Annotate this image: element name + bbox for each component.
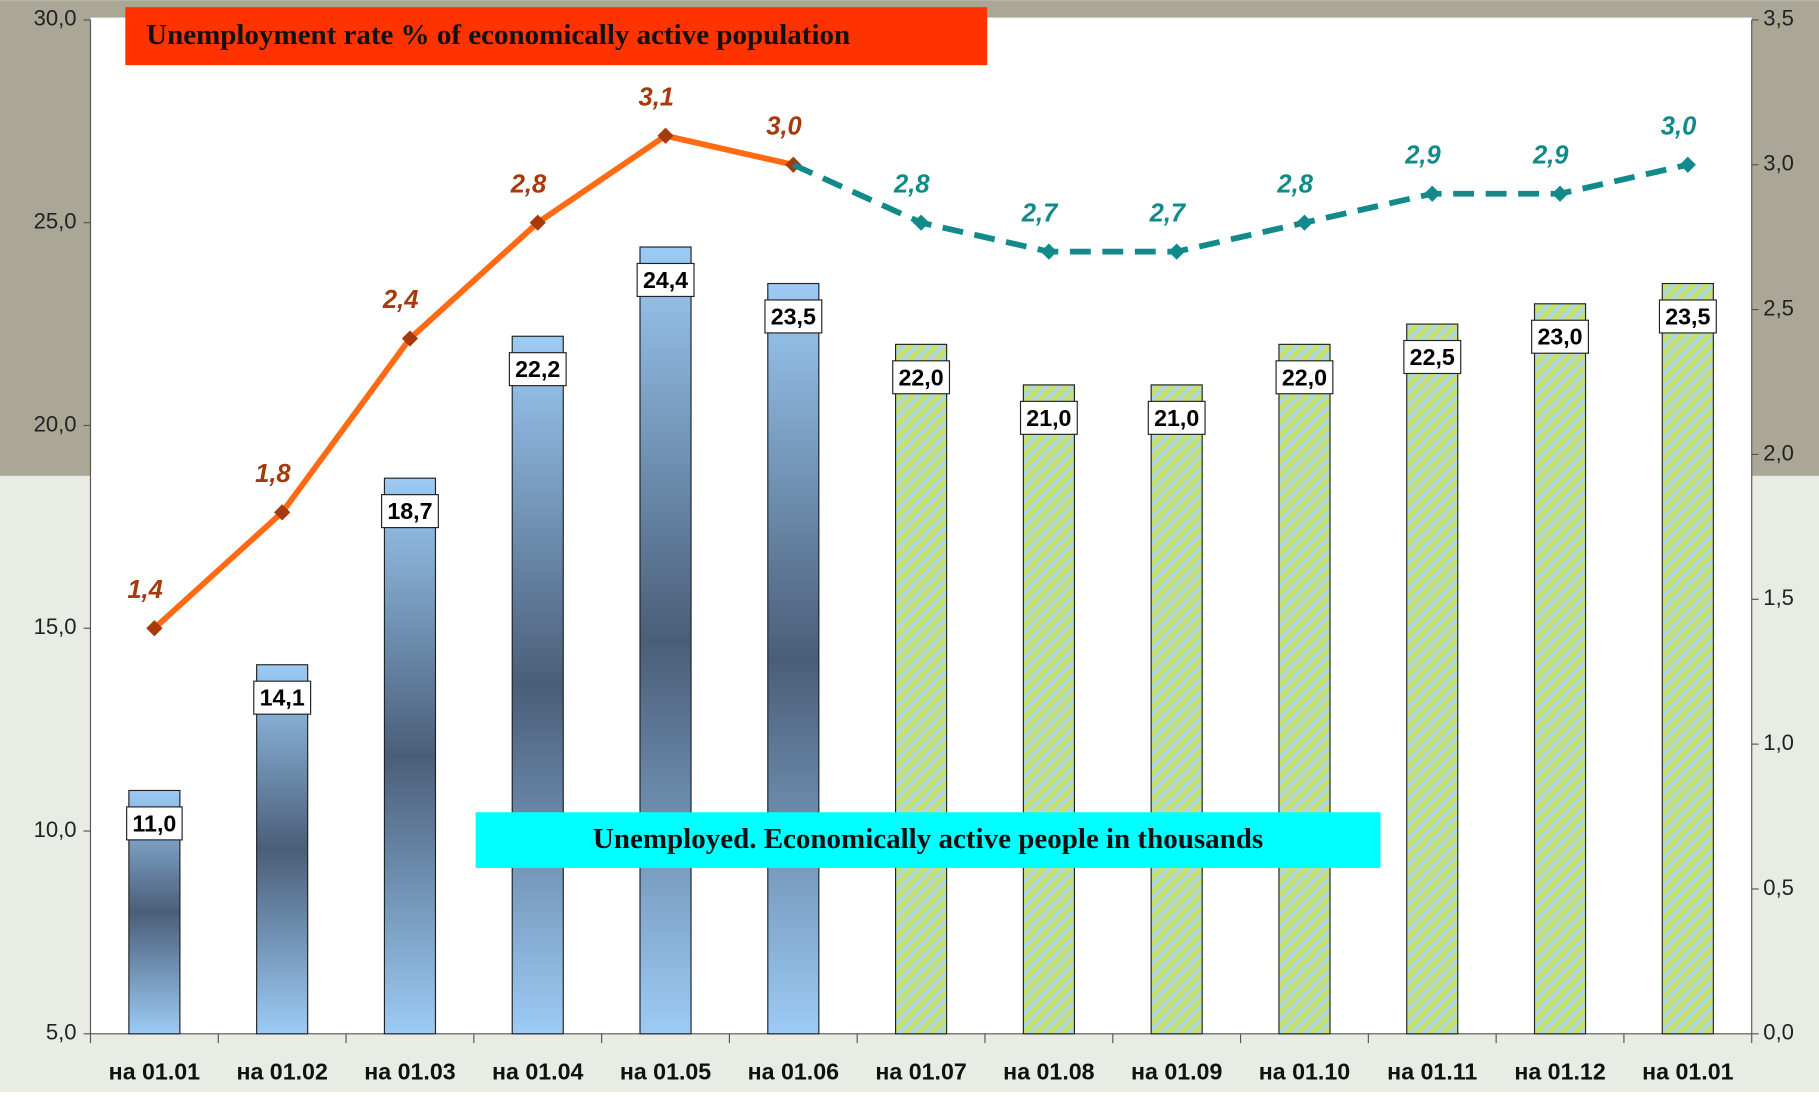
legend-box [125,7,988,66]
value-label-box [764,299,823,334]
bar-value-label: 24,4 [643,267,688,293]
line-value-label: 1,8 [255,460,291,488]
y-tick-label: 10,0 [34,817,77,842]
x-tick-label: на 01.01 [1642,1058,1733,1084]
value-label-box [126,806,183,841]
y2-tick-label: 0,0 [1763,1020,1794,1045]
line-marker [1168,243,1185,260]
bar [1150,384,1203,1035]
value-label-box [1275,360,1334,395]
x-tick-label: на 01.12 [1514,1058,1605,1084]
y2-tick-label: 0,5 [1763,875,1794,900]
bar-value-label: 21,0 [1026,405,1071,431]
line-marker [1040,243,1058,260]
value-label-box [892,360,951,395]
y-tick-label: 30,0 [34,6,77,31]
bar [1022,384,1075,1035]
line-value-label: 2,8 [510,170,547,198]
bar-value-label: 21,0 [1154,405,1199,431]
line-marker [1551,185,1569,202]
value-label-box [636,262,695,298]
y-tick-label: 5,0 [46,1020,77,1045]
y2-tick-label: 1,5 [1763,585,1794,610]
line [792,161,1689,255]
x-tick-label: на 01.04 [492,1058,583,1084]
bar [1661,282,1714,1035]
bar [1533,303,1587,1035]
x-tick-label: на 01.05 [620,1058,711,1084]
bar-value-label: 22,0 [899,364,944,390]
x-tick-label: на 01.07 [875,1058,966,1084]
x-tick-label: на 01.03 [364,1058,455,1084]
line-marker [1679,156,1696,173]
x-tick-label: на 01.10 [1259,1058,1350,1084]
line-value-label: 2,8 [893,170,930,198]
line-value-label: 2,4 [382,286,418,314]
bar [1406,323,1459,1035]
x-tick-label: на 01.11 [1387,1058,1477,1084]
line-marker [1296,214,1313,231]
bar [256,664,309,1035]
line-value-label: 2,9 [1404,141,1441,169]
bar-value-label: 11,0 [132,810,176,836]
value-label-box [1147,400,1206,435]
bar-value-label: 22,5 [1410,344,1455,370]
x-tick-label: на 01.08 [1003,1058,1094,1084]
x-tick-label: на 01.06 [748,1058,839,1084]
bar-value-label: 23,5 [1665,303,1710,329]
bar-value-label: 22,0 [1282,364,1327,390]
x-tick-label: на 01.02 [236,1058,327,1084]
value-label-box [1019,400,1078,435]
value-label-box [1658,299,1717,334]
y2-tick-label: 3,0 [1763,151,1794,176]
bar-value-label: 22,2 [515,356,560,382]
legend-label: Unemployment rate % of economically acti… [146,19,850,51]
bar-value-label: 18,7 [387,498,432,524]
value-label-box [1403,339,1462,375]
y2-tick-label: 2,0 [1763,440,1794,465]
y2-tick-label: 3,5 [1763,6,1794,31]
line-marker [146,620,163,637]
bar [511,335,564,1035]
line-value-label: 3,0 [766,112,801,140]
value-label-box [253,680,312,715]
bar-value-label: 23,0 [1537,324,1582,350]
value-label-box [381,494,439,529]
line-marker [912,214,930,231]
line-marker [1424,185,1441,202]
x-tick-label: на 01.01 [109,1058,200,1084]
value-label-box [508,352,567,387]
bar [767,282,820,1035]
line-marker [529,214,546,231]
x-tick-label: на 01.09 [1131,1058,1222,1084]
y-tick-label: 15,0 [34,614,77,639]
bar-value-label: 14,1 [260,685,305,711]
value-label-box [1531,319,1589,354]
line-value-label: 2,8 [1276,170,1313,198]
bar [383,477,437,1035]
y2-tick-label: 1,0 [1763,730,1794,755]
y-tick-label: 20,0 [34,411,77,436]
line-marker [401,330,419,347]
line-marker [274,504,291,521]
line-value-label: 1,4 [127,576,162,604]
bar [639,246,692,1035]
bar-value-label: 23,5 [771,303,816,329]
legend-label: Unemployed. Economically active people i… [593,823,1263,855]
bar [1278,343,1331,1035]
line-value-label: 2,9 [1532,141,1569,169]
line-value-label: 2,7 [1149,199,1187,227]
legend-box [475,812,1381,868]
line [152,132,794,631]
y-tick-label: 25,0 [34,209,77,234]
line-value-label: 2,7 [1021,199,1059,227]
line-value-label: 3,0 [1661,112,1696,140]
y2-tick-label: 2,5 [1763,295,1794,320]
line-value-label: 3,1 [639,83,674,111]
bar [894,343,948,1035]
